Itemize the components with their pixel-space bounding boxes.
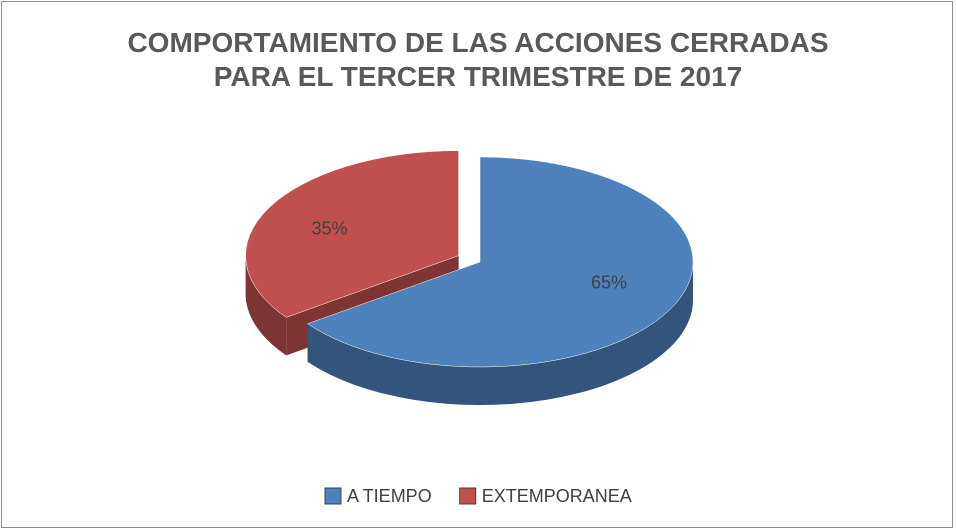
legend-label: A TIEMPO <box>347 486 432 506</box>
slice <box>245 150 459 318</box>
chart-title: COMPORTAMIENTO DE LAS ACCIONES CERRADAS … <box>127 27 829 92</box>
data-label: 35% <box>312 219 348 239</box>
slice-wall <box>307 262 693 406</box>
legend-swatch <box>459 487 477 505</box>
slice-wall-shade <box>307 262 693 406</box>
legend-label: EXTEMPORANEA <box>482 486 632 506</box>
data-label: 65% <box>591 273 627 293</box>
slice-wall <box>245 255 287 356</box>
slice <box>307 156 694 368</box>
legend-swatch <box>324 487 342 505</box>
slice-wall-shade <box>245 255 287 356</box>
